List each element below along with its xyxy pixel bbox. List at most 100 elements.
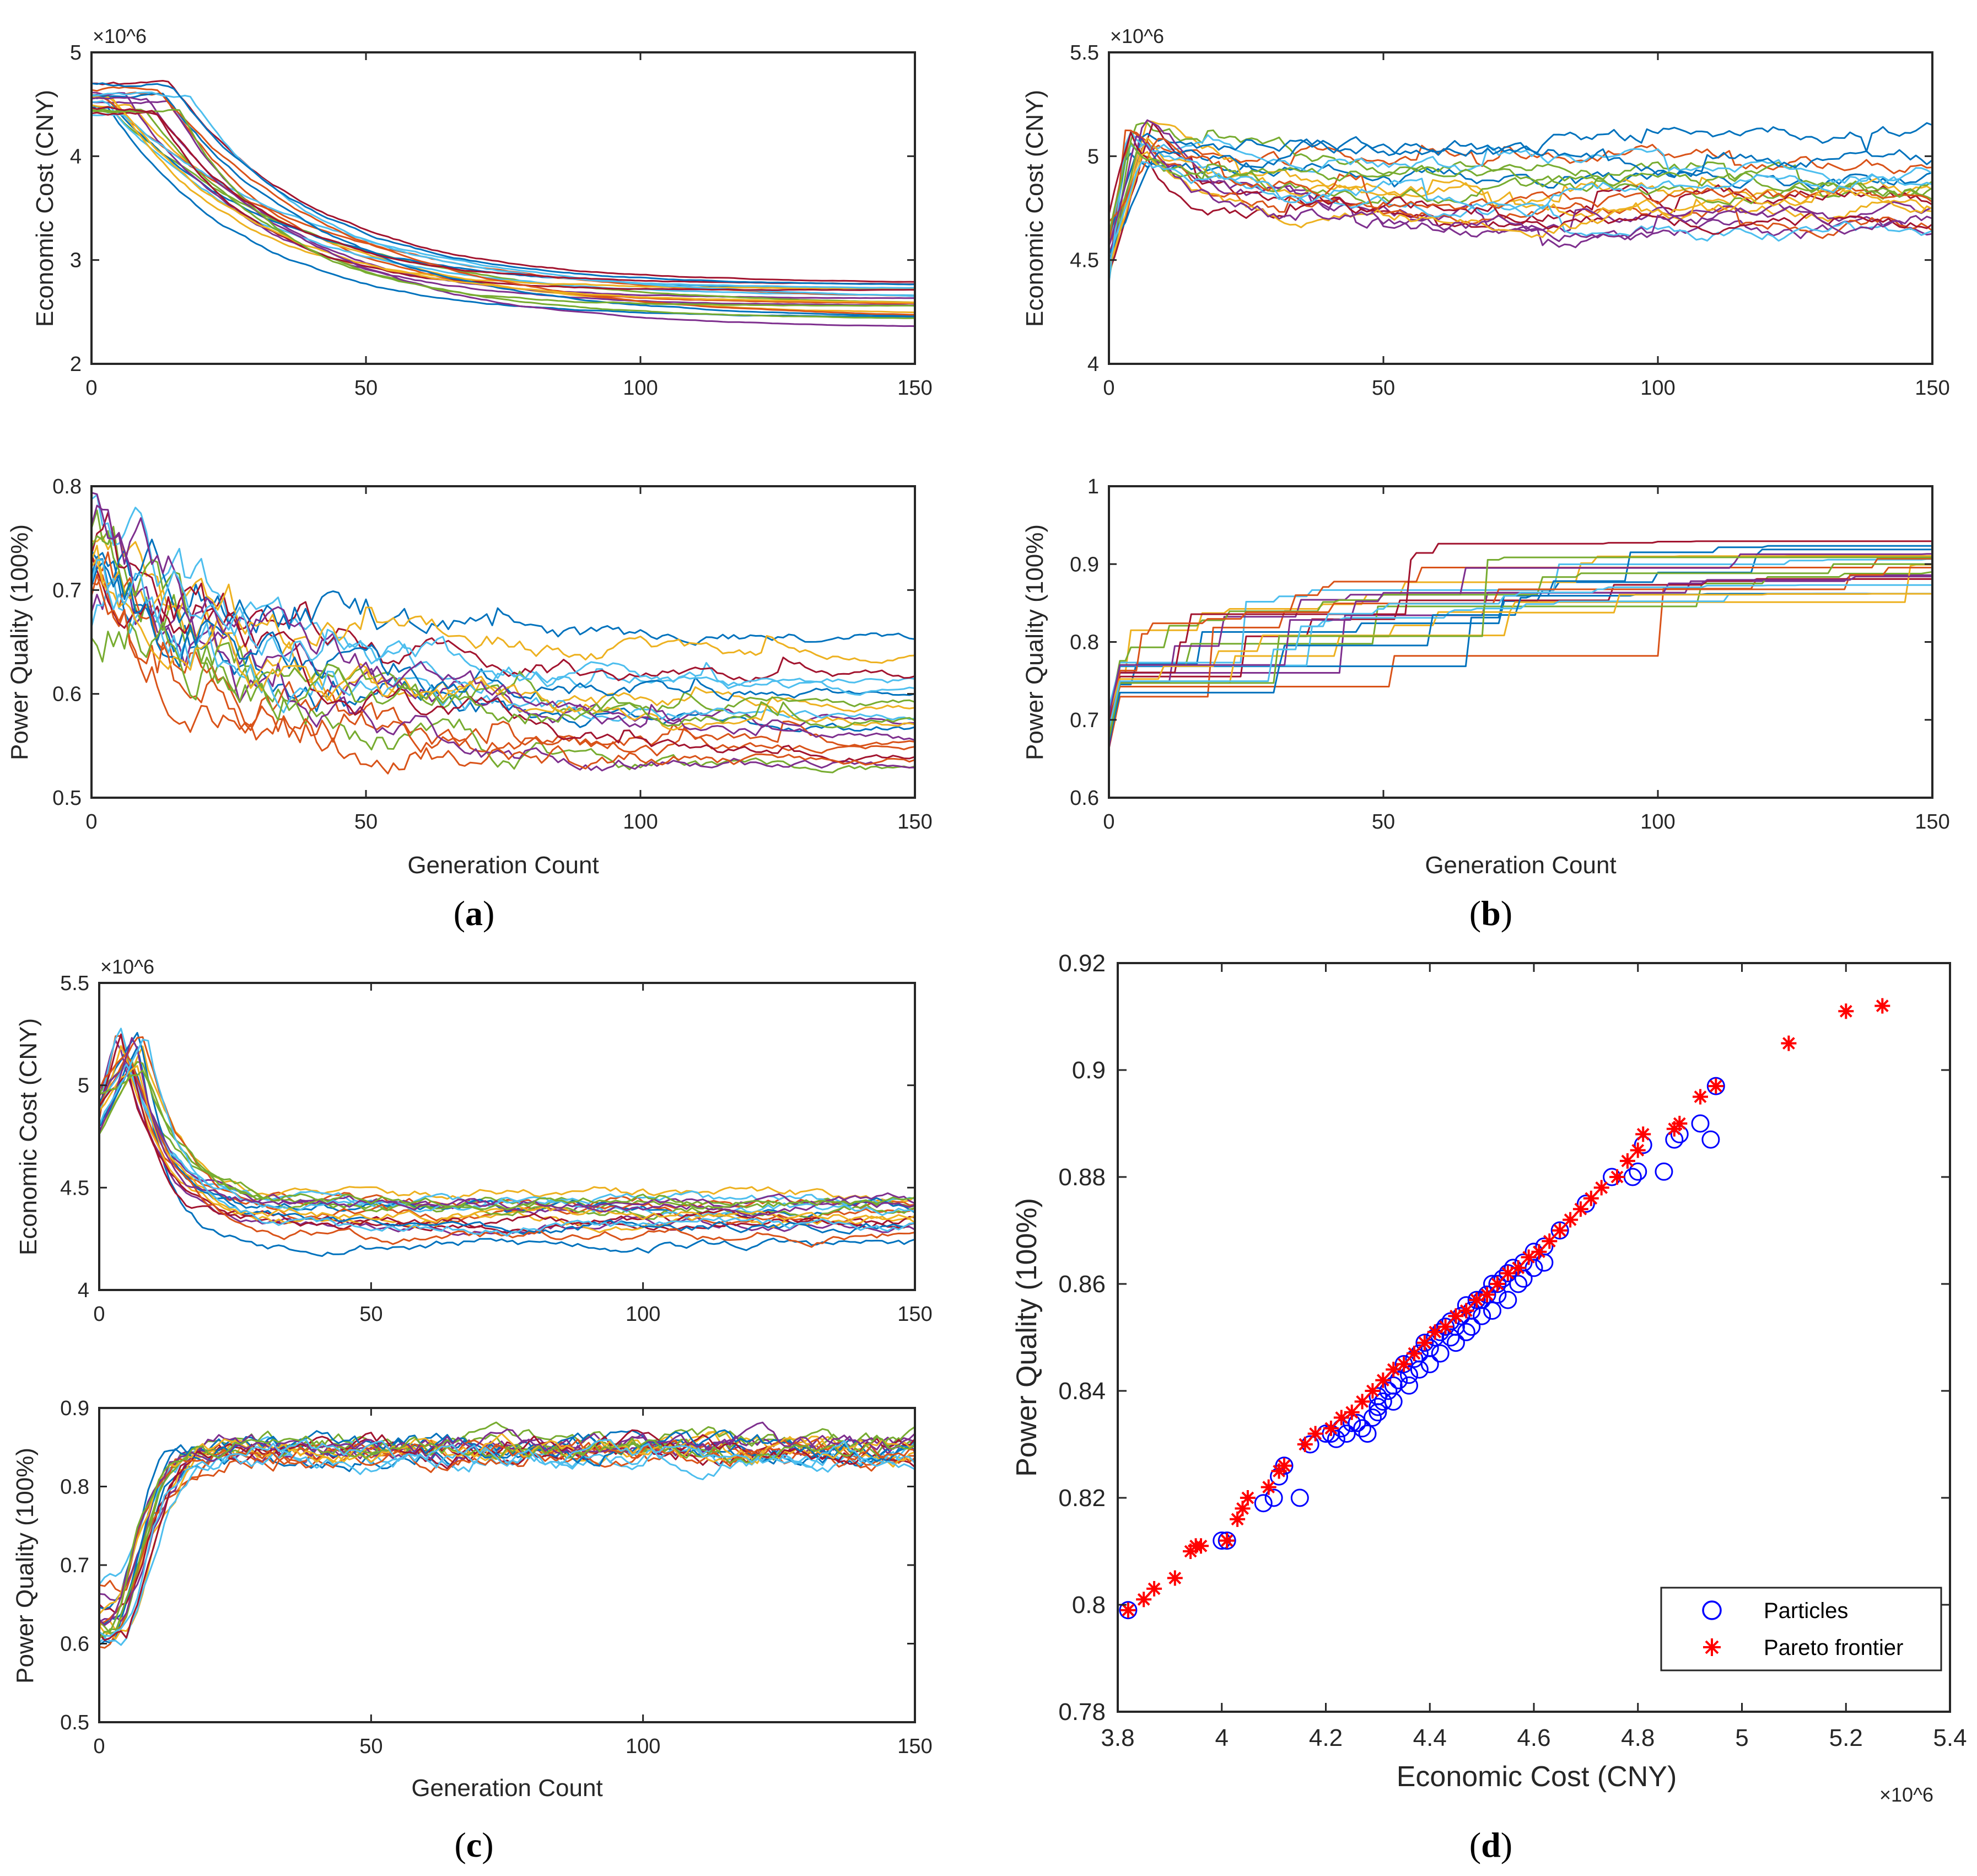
subfigure-label-d: (d) bbox=[1469, 1825, 1512, 1864]
axis-ticks: 3.8 4 4.2 4.4 4.6 4.8 5 5.2 5.4 0.78 0.8 0.82 0.84 0.… bbox=[1058, 950, 1967, 1751]
chart-b-pq: 0 50 100 150 0.6 0.7 0.8 0.9 1 Power Quality (10… bbox=[1021, 475, 1950, 879]
particle-point bbox=[1467, 1291, 1486, 1309]
y-tick-label: 0.88 bbox=[1058, 1164, 1106, 1191]
series-line-17 bbox=[1108, 151, 1933, 267]
series-line-7 bbox=[91, 80, 915, 283]
y-tick-label: 0.7 bbox=[1070, 709, 1099, 732]
series-line-2 bbox=[91, 574, 915, 747]
subfigure-label-b: (b) bbox=[1469, 894, 1512, 933]
x-tick-label: 0 bbox=[1103, 810, 1114, 834]
x-tick-label: 0 bbox=[93, 1735, 105, 1758]
chart-d-scatter: 3.8 4 4.2 4.4 4.6 4.8 5 5.2 5.4 0.78 0.8 0.82 0.84 0.… bbox=[1011, 950, 1967, 1806]
series-line-18 bbox=[98, 1421, 916, 1626]
series-line-3 bbox=[98, 1045, 915, 1203]
pareto-point bbox=[1375, 1372, 1391, 1388]
series-line-4 bbox=[90, 570, 915, 727]
x-tick-label: 4.4 bbox=[1413, 1724, 1447, 1751]
x-axis-label: Generation Count bbox=[407, 852, 599, 879]
series-line-10 bbox=[98, 1431, 915, 1640]
subfigure-label-c: (c) bbox=[454, 1825, 493, 1864]
particle-point bbox=[1264, 1488, 1283, 1507]
x-tick-label: 100 bbox=[623, 810, 658, 834]
series-line-16 bbox=[99, 1438, 915, 1625]
particle-point bbox=[1473, 1307, 1491, 1325]
y-tick-label: 5 bbox=[1087, 145, 1099, 168]
y-tick-label: 0.7 bbox=[52, 579, 82, 602]
plot-frame bbox=[90, 485, 916, 799]
y-tick-label: 0.8 bbox=[52, 475, 82, 498]
legend-particles-marker bbox=[1702, 1600, 1722, 1620]
scatter-marks bbox=[1119, 998, 1890, 1620]
x-tick-label: 150 bbox=[1915, 810, 1949, 834]
particle-point bbox=[1514, 1269, 1533, 1288]
series-line-7 bbox=[1108, 578, 1932, 727]
x-tick-label: 100 bbox=[623, 377, 658, 400]
series-line-15 bbox=[1108, 122, 1933, 254]
series-lines bbox=[1108, 119, 1933, 283]
y-tick-label: 5 bbox=[70, 41, 82, 64]
y-tick-label: 0.78 bbox=[1058, 1698, 1106, 1726]
x-tick-label: 150 bbox=[897, 810, 932, 834]
y-axis-label: Economic Cost (CNY) bbox=[15, 1018, 42, 1255]
series-line-13 bbox=[98, 1445, 916, 1646]
y-tick-label: 0.5 bbox=[52, 787, 82, 810]
series-line-19 bbox=[1108, 142, 1933, 235]
particle-point bbox=[1353, 1419, 1372, 1438]
particle-point bbox=[1535, 1253, 1554, 1272]
pareto-point bbox=[1427, 1324, 1443, 1340]
x-tick-label: 3.8 bbox=[1101, 1724, 1134, 1751]
pareto-point bbox=[1193, 1538, 1209, 1554]
y-tick-label: 0.92 bbox=[1058, 950, 1106, 977]
series-line-4 bbox=[1108, 141, 1933, 249]
x-tick-label: 50 bbox=[359, 1735, 383, 1758]
series-line-9 bbox=[1108, 558, 1932, 749]
particle-point bbox=[1629, 1162, 1647, 1181]
pareto-point bbox=[1240, 1490, 1256, 1506]
pareto-point bbox=[1874, 998, 1890, 1014]
x-tick-label: 4.6 bbox=[1517, 1724, 1550, 1751]
series-line-18 bbox=[91, 492, 915, 741]
particle-point bbox=[1436, 1318, 1455, 1336]
pareto-point bbox=[1619, 1153, 1635, 1169]
y-tick-label: 2 bbox=[70, 353, 82, 376]
pareto-point bbox=[1693, 1089, 1708, 1105]
particle-point bbox=[1441, 1328, 1460, 1347]
x-tick-label: 50 bbox=[1372, 810, 1395, 834]
y-tick-label: 0.86 bbox=[1058, 1271, 1106, 1298]
series-line-20 bbox=[99, 1438, 915, 1637]
y-tick-label: 0.9 bbox=[1070, 553, 1099, 576]
axis-ticks: 0 50 100 150 4 4.5 5 5.5 bbox=[60, 972, 933, 1326]
particle-point bbox=[1701, 1130, 1720, 1149]
series-line-14 bbox=[1108, 540, 1932, 724]
particle-point bbox=[1410, 1360, 1429, 1379]
series-line-16 bbox=[1108, 138, 1933, 223]
x-tick-label: 50 bbox=[354, 810, 378, 834]
y-tick-label: 4 bbox=[1087, 353, 1099, 376]
pareto-point bbox=[1838, 1003, 1854, 1019]
particle-point bbox=[1400, 1376, 1418, 1395]
series-line-9 bbox=[99, 1439, 915, 1649]
pareto-point bbox=[1344, 1404, 1360, 1420]
series-lines bbox=[1108, 540, 1933, 749]
y-tick-label: 0.8 bbox=[60, 1476, 89, 1499]
x-tick-label: 50 bbox=[359, 1303, 383, 1326]
x-tick-label: 100 bbox=[626, 1735, 660, 1758]
y-tick-label: 1 bbox=[1087, 475, 1099, 498]
x-axis-label: Generation Count bbox=[411, 1775, 602, 1802]
series-line-14 bbox=[90, 556, 915, 763]
y-tick-label: 0.8 bbox=[1072, 1592, 1106, 1619]
series-lines bbox=[90, 492, 915, 775]
series-line-1 bbox=[98, 1046, 915, 1257]
particle-point bbox=[1446, 1334, 1465, 1352]
series-line-20 bbox=[90, 559, 915, 696]
series-line-6 bbox=[1108, 558, 1932, 720]
x-tick-label: 4 bbox=[1215, 1724, 1229, 1751]
y-tick-label: 0.6 bbox=[52, 683, 82, 706]
series-lines bbox=[98, 1028, 915, 1257]
particle-point bbox=[1218, 1531, 1236, 1550]
y-axis-label: Economic Cost (CNY) bbox=[1021, 90, 1048, 327]
particle-point bbox=[1420, 1355, 1439, 1373]
x-tick-label: 0 bbox=[85, 810, 97, 834]
axis-ticks: 0 50 100 150 2 3 4 5 bbox=[70, 41, 933, 400]
series-line-19 bbox=[90, 621, 915, 729]
